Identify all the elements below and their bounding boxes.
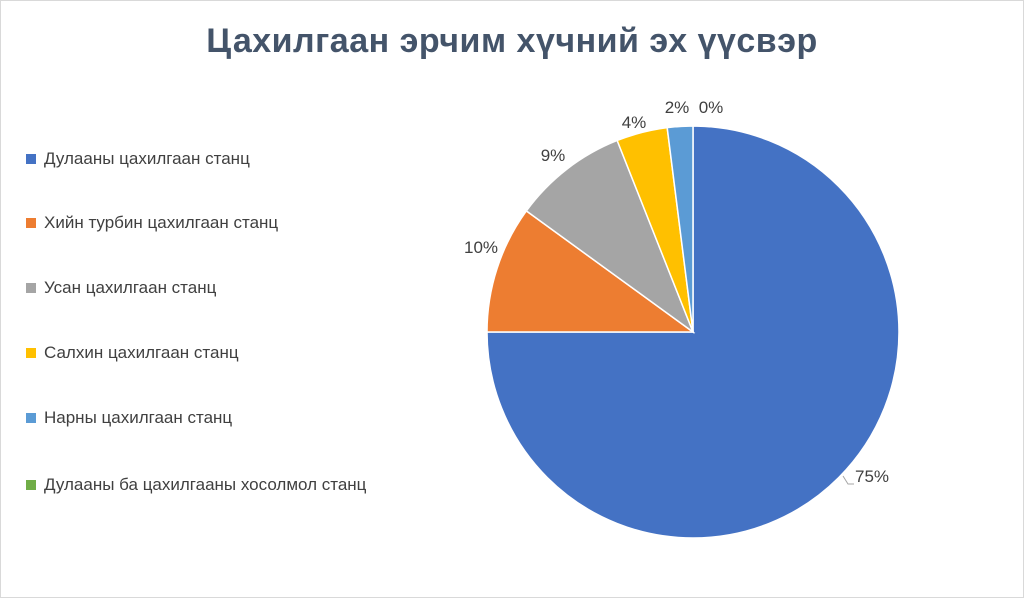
legend-swatch <box>26 283 36 293</box>
pie-slice-thermal <box>486 125 900 539</box>
legend-swatch <box>26 154 36 164</box>
leader-line <box>842 475 854 485</box>
pie-slice-gas-turbine <box>486 209 696 333</box>
legend-swatch <box>26 218 36 228</box>
legend-label: Дулааны ба цахилгааны хосолмол станц <box>44 475 367 494</box>
legend-label: Усан цахилгаан станц <box>44 278 217 297</box>
data-label-hydro: 9% <box>541 146 566 165</box>
pie-slice-solar <box>666 125 694 333</box>
legend-swatch <box>26 413 36 423</box>
legend-swatch <box>26 480 36 490</box>
legend-label: Салхин цахилгаан станц <box>44 343 239 362</box>
legend-label: Нарны цахилгаан станц <box>44 408 233 427</box>
data-label-wind: 4% <box>622 113 647 132</box>
legend-item-gas-turbine: Хийн турбин цахилгаан станц <box>26 212 374 234</box>
legend-item-hydro: Усан цахилгаан станц <box>26 277 374 299</box>
legend-item-wind: Салхин цахилгаан станц <box>26 342 374 364</box>
legend-label: Хийн турбин цахилгаан станц <box>44 213 279 232</box>
pie-slice-hydro <box>525 139 695 335</box>
data-label-gas-turbine: 10% <box>464 238 498 257</box>
legend-label: Дулааны цахилгаан станц <box>44 149 250 168</box>
data-label-thermal: 75% <box>855 467 889 486</box>
legend-swatch <box>26 348 36 358</box>
legend-item-solar: Нарны цахилгаан станц <box>26 407 374 429</box>
legend-item-chp: Дулааны ба цахилгааны хосолмол станц <box>26 474 374 496</box>
chart-title: Цахилгаан эрчим хүчний эх үүсвэр <box>206 22 818 60</box>
data-label-chp: 0% <box>699 98 724 117</box>
data-label-solar: 2% <box>665 98 690 117</box>
legend-item-thermal: Дулааны цахилгаан станц <box>26 148 374 170</box>
